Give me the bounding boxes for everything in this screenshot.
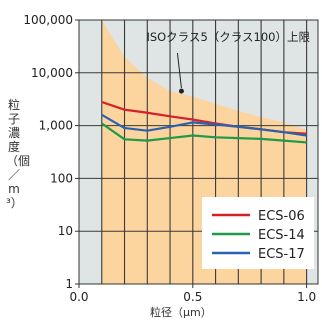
series-line-ecs-14 <box>101 122 307 144</box>
axis-layer: 1 10 100 1,000 10,000 100,000 0.0 0.5 1.0 <box>23 13 319 304</box>
x-axis-label: 粒径（μm） <box>150 306 212 319</box>
legend-label-ecs-06: ECS-06 <box>258 209 305 224</box>
legend-label-ecs-14: ECS-14 <box>258 228 305 243</box>
annotation-marker <box>178 88 184 94</box>
x-tick-label: 0.0 <box>69 290 88 304</box>
series-line-ecs-17 <box>101 113 307 137</box>
y-axis-label: 粒子濃度（個／m³） <box>6 98 31 210</box>
annotation-leader-line <box>176 52 182 89</box>
y-tick-label: 100,000 <box>23 13 73 27</box>
annotation-layer: ISOクラス5（クラス100）上限 <box>146 30 310 94</box>
y-tick-label: 1,000 <box>39 119 73 133</box>
annotation-text: ISOクラス5（クラス100）上限 <box>146 30 310 44</box>
y-tick-label: 10 <box>58 224 73 238</box>
plot-frame <box>78 19 319 285</box>
legend-label-ecs-17: ECS-17 <box>258 247 305 262</box>
y-tick-label: 1 <box>65 277 73 291</box>
y-tick-label: 10,000 <box>31 66 73 80</box>
y-tick-label: 100 <box>50 171 73 185</box>
x-tick-label: 1.0 <box>297 290 316 304</box>
x-tick-label: 0.5 <box>183 290 202 304</box>
legend: ECS-06 ECS-14 ECS-17 <box>202 197 314 269</box>
series-layer <box>101 100 307 144</box>
